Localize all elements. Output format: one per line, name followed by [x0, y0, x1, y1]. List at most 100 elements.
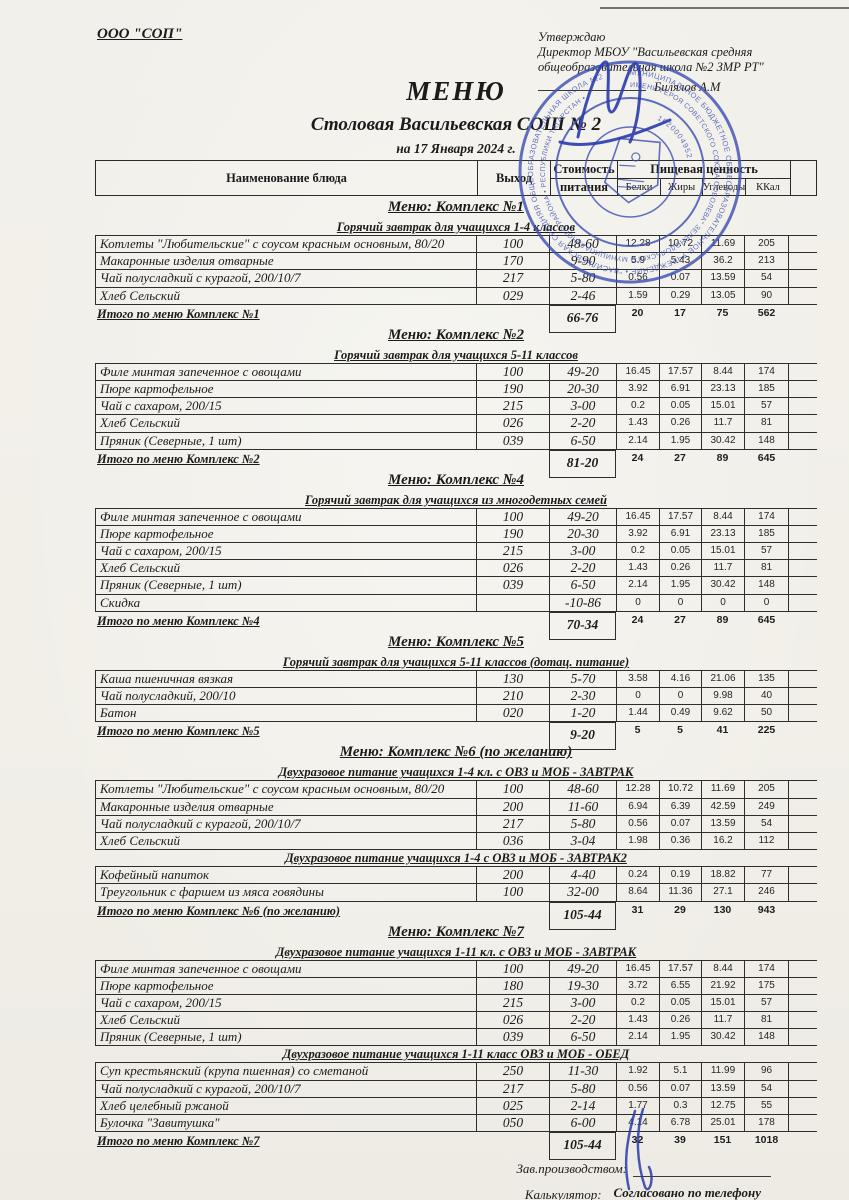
carbs-cell: 11.7 — [701, 415, 744, 432]
price-cell: 11-60 — [549, 798, 616, 815]
fat-cell: 0.26 — [659, 1012, 701, 1029]
price-cell: 9-90 — [549, 253, 616, 270]
calculator-row: Калькулятор: Согласовано по телефону — [95, 1183, 771, 1200]
total-kcal: 225 — [757, 724, 776, 737]
kcal-cell: 174 — [744, 508, 789, 525]
section-total-row: Итого по меню Комплекс №2 81-20 24 27 89 645 — [95, 449, 817, 478]
portion-cell: 200 — [476, 798, 549, 815]
kcal-cell: 148 — [744, 577, 789, 594]
carbs-cell: 8.44 — [701, 960, 744, 977]
row-tail — [789, 381, 817, 397]
table-row: Хлеб Сельский 026 2-20 1.43 0.26 11.7 81 — [95, 415, 817, 433]
calculator-value: Согласовано по телефону — [608, 1185, 771, 1200]
total-carbs: 41 — [716, 724, 729, 737]
price-cell: -10-86 — [549, 594, 616, 611]
portion-cell: 215 — [476, 543, 549, 560]
fat-cell: 10.72 — [659, 781, 701, 798]
kcal-cell: 81 — [744, 415, 789, 432]
table-row: Пюре картофельное 190 20-30 3.92 6.91 23.13 18… — [95, 380, 817, 399]
menu-table: Котлеты "Любительские" с соусом красным … — [95, 235, 817, 305]
carbs-cell: 42.59 — [701, 798, 744, 815]
portion-cell: 026 — [476, 1012, 549, 1029]
manager-signature-line — [633, 1162, 771, 1178]
fat-cell: 17.57 — [659, 960, 701, 977]
row-tail — [789, 722, 817, 750]
carbs-cell: 11.7 — [701, 1012, 744, 1029]
approve-line-3: общеобразовательная школа №2 ЗМР РТ" — [538, 60, 764, 74]
protein-cell: 3.92 — [616, 525, 659, 543]
price-cell: 49-20 — [549, 960, 616, 977]
fat-cell: 6.78 — [659, 1115, 701, 1132]
kcal-cell: 205 — [744, 236, 789, 253]
dish-name-cell: Макаронные изделия отварные — [95, 798, 476, 815]
section-title: Меню: Комплекс №7 — [388, 923, 524, 940]
fat-cell: 1.95 — [659, 432, 701, 449]
menu-table: Каша пшеничная вязкая 130 5-70 3.58 4.16 21.0… — [95, 669, 817, 723]
col-header-carbs: Углеводы — [702, 178, 745, 195]
fat-cell: 6.39 — [659, 798, 701, 815]
menu-section: Меню: Комплекс №5 Горячий завтрак для уча… — [95, 634, 817, 751]
row-tail — [789, 450, 817, 478]
price-cell: 6-50 — [549, 1029, 616, 1046]
section-total-row: Итого по меню Комплекс №1 66-76 20 17 75 562 — [95, 304, 817, 333]
row-tail — [789, 433, 817, 449]
kcal-cell: 90 — [744, 287, 789, 304]
row-tail — [789, 671, 817, 687]
calculator-label: Калькулятор: — [524, 1187, 602, 1200]
row-tail — [789, 1115, 817, 1131]
row-tail — [789, 543, 817, 559]
price-cell: 2-46 — [549, 287, 616, 304]
carbs-cell: 23.13 — [701, 525, 744, 543]
section-title: Меню: Комплекс №2 — [388, 326, 524, 343]
protein-cell: 1.77 — [616, 1097, 659, 1114]
price-cell: 11-30 — [549, 1063, 616, 1080]
price-cell: 5-80 — [549, 270, 616, 287]
fat-cell: 0.05 — [659, 994, 701, 1012]
table-row: Филе минтая запеченное с овощами 100 49-20… — [95, 508, 817, 526]
fat-cell: 0.07 — [659, 270, 701, 287]
col-header-dish: Наименование блюда — [226, 170, 347, 185]
fat-cell: 0.3 — [659, 1097, 701, 1114]
portion-cell: 170 — [476, 253, 549, 270]
portion-cell: 100 — [476, 363, 549, 380]
row-tail — [789, 705, 817, 721]
portion-cell: 190 — [476, 525, 549, 543]
kcal-cell: 57 — [744, 398, 789, 415]
kcal-cell: 148 — [744, 432, 789, 449]
price-cell: 48-60 — [549, 236, 616, 253]
total-label: Итого по меню Комплекс №2 — [97, 451, 260, 466]
dish-name-cell: Хлеб Сельский — [95, 287, 476, 304]
dish-name-cell: Пюре картофельное — [95, 977, 476, 994]
total-protein: 31 — [631, 903, 644, 916]
kcal-cell: 135 — [744, 670, 789, 687]
col-header-nutrition: Пищевая ценность — [617, 161, 790, 178]
fat-cell: 1.95 — [659, 577, 701, 594]
carbs-cell: 36.2 — [701, 253, 744, 270]
total-price: 9-20 — [549, 722, 616, 751]
carbs-cell: 30.42 — [701, 1029, 744, 1046]
table-row: Филе минтая запеченное с овощами 100 49-20… — [95, 363, 817, 381]
menu-table: Филе минтая запеченное с овощами 100 49-20… — [95, 507, 817, 612]
document-content: ООО "СОП" Утверждаю Директор МБОУ "Васил… — [95, 20, 817, 1200]
table-row: Котлеты "Любительские" с соусом красным … — [95, 236, 817, 254]
price-cell: 2-30 — [549, 688, 616, 705]
fat-cell: 17.57 — [659, 363, 701, 380]
protein-cell: 1.44 — [616, 705, 659, 722]
portion-cell: 130 — [476, 670, 549, 687]
carbs-cell: 15.01 — [701, 994, 744, 1012]
kcal-cell: 54 — [744, 1080, 789, 1097]
row-tail — [789, 288, 817, 304]
row-tail — [789, 867, 817, 883]
group-subtitle: Двухразовое питание учащихся 1-11 класс … — [282, 1047, 630, 1062]
dish-name-cell: Чай полусладкий с курагой, 200/10/7 — [95, 815, 476, 832]
approve-line-2: Директор МБОУ "Васильевская средняя — [538, 45, 753, 59]
total-fat: 5 — [677, 724, 683, 737]
section-title: Меню: Комплекс №6 (по желанию) — [339, 744, 573, 761]
table-row: Филе минтая запеченное с овощами 100 49-20… — [95, 960, 817, 978]
dish-name-cell: Батон — [95, 705, 476, 722]
portion-cell: 100 — [476, 781, 549, 798]
kcal-cell: 81 — [744, 1012, 789, 1029]
row-tail — [789, 577, 817, 593]
portion-cell: 100 — [476, 960, 549, 977]
row-tail — [789, 902, 817, 930]
